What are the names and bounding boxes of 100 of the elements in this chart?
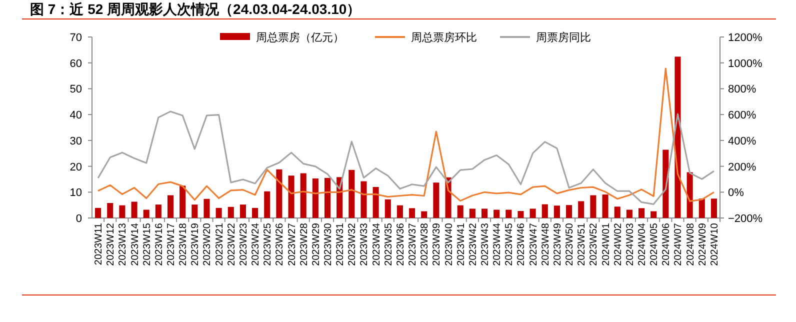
bar (143, 210, 150, 218)
bar (590, 195, 596, 218)
x-tick-label: 2023W29 (310, 222, 322, 266)
x-tick-label: 2024W03 (624, 222, 636, 266)
x-tick-label: 2024W06 (661, 222, 672, 266)
y2-tick-label: 600% (728, 110, 756, 122)
bar (312, 178, 318, 218)
y-tick-label: 30 (70, 135, 82, 148)
bar (698, 198, 705, 218)
bar (372, 186, 379, 218)
y-tick-label: 70 (70, 32, 82, 44)
x-tick-label: 2023W11 (94, 222, 105, 266)
x-tick-label: 2024W04 (637, 222, 648, 266)
y2-tick-label: 1200% (728, 32, 762, 44)
x-tick-label: 2023W40 (444, 222, 455, 266)
legend-label: 周总票房（亿元） (256, 31, 344, 44)
y-tick-label: 40 (70, 110, 82, 122)
x-tick-label: 2023W22 (226, 222, 238, 266)
bar (216, 208, 222, 218)
x-tick-label: 2023W49 (552, 222, 564, 266)
x-tick-label: 2023W48 (540, 222, 552, 266)
x-tick-label: 2023W41 (456, 222, 467, 266)
bar (626, 210, 632, 218)
bar (228, 206, 234, 218)
bar (119, 205, 126, 218)
y2-tick-label: 200% (728, 161, 756, 174)
x-tick-label: 2024W10 (709, 222, 720, 266)
x-tick-label: 2023W38 (420, 222, 431, 266)
x-tick-label: 2023W27 (286, 222, 298, 266)
x-tick-label: 2023W39 (432, 222, 443, 266)
y-tick-label: 10 (70, 187, 82, 200)
bar (421, 211, 428, 218)
y-tick-label: 20 (70, 161, 82, 174)
bar (469, 208, 476, 218)
bar (686, 172, 693, 218)
bar (384, 199, 391, 218)
x-tick-label: 2023W37 (408, 222, 419, 266)
bar (240, 204, 246, 218)
x-tick-label: 2023W16 (154, 222, 165, 266)
x-tick-label: 2023W25 (262, 222, 274, 266)
x-tick-label: 2023W32 (347, 222, 358, 266)
y-tick-label: 0 (76, 213, 82, 225)
x-tick-label: 2023W13 (118, 222, 129, 266)
bar (614, 206, 620, 218)
bar (662, 150, 669, 218)
y2-tick-label: 1000% (728, 58, 762, 70)
bar (566, 205, 572, 218)
x-tick-label: 2023W47 (528, 222, 540, 266)
x-tick-label: 2023W18 (178, 222, 190, 266)
x-tick-label: 2023W23 (238, 222, 250, 266)
y-tick-label: 50 (70, 84, 82, 96)
x-tick-label: 2023W24 (250, 222, 262, 266)
bar (276, 169, 282, 218)
y-tick-label: 60 (70, 58, 82, 70)
x-tick-label: 2023W30 (323, 222, 334, 266)
x-tick-label: 2023W12 (106, 222, 117, 266)
bar (204, 198, 210, 218)
y2-tick-label: 0% (728, 187, 744, 200)
bar (396, 205, 403, 218)
bar (95, 208, 102, 218)
x-tick-label: 2023W14 (130, 222, 141, 266)
line-series (97, 110, 715, 205)
bar (167, 195, 174, 218)
y2-tick-label: 800% (728, 84, 756, 96)
bar (578, 201, 584, 218)
x-tick-label: 2023W34 (371, 222, 382, 266)
bar (457, 205, 464, 218)
line-series (97, 68, 715, 202)
bar (542, 204, 548, 218)
bar (360, 181, 367, 218)
bar (710, 198, 717, 218)
legend-label: 周票房同比 (536, 31, 591, 44)
bar (107, 203, 114, 218)
x-tick-label: 2023W46 (516, 222, 528, 266)
chart-title: 图 7：近 52 周周观影人次情况（24.03.04-24.03.10） (30, 1, 361, 17)
bar (300, 173, 306, 218)
x-tick-label: 2023W26 (274, 222, 286, 266)
bar (324, 178, 331, 218)
x-tick-label: 2023W45 (504, 222, 516, 266)
x-tick-label: 2023W33 (359, 222, 370, 266)
x-tick-label: 2023W31 (335, 222, 346, 266)
bar (409, 208, 416, 218)
bar (131, 202, 138, 218)
bar (481, 208, 488, 218)
x-tick-label: 2023W50 (564, 222, 576, 266)
bar (518, 211, 524, 218)
bar (155, 204, 162, 218)
bar (433, 182, 440, 218)
bar (638, 208, 645, 218)
x-tick-label: 2023W28 (298, 222, 310, 266)
x-tick-label: 2023W17 (166, 222, 177, 266)
x-tick-label: 2024W02 (612, 222, 624, 266)
bar (264, 191, 270, 218)
x-tick-label: 2024W09 (697, 222, 708, 266)
y2-tick-label: −200% (728, 213, 763, 225)
bar (494, 210, 500, 218)
bar (650, 211, 657, 218)
bar (530, 208, 536, 218)
bar (252, 208, 258, 218)
bar (506, 210, 512, 218)
